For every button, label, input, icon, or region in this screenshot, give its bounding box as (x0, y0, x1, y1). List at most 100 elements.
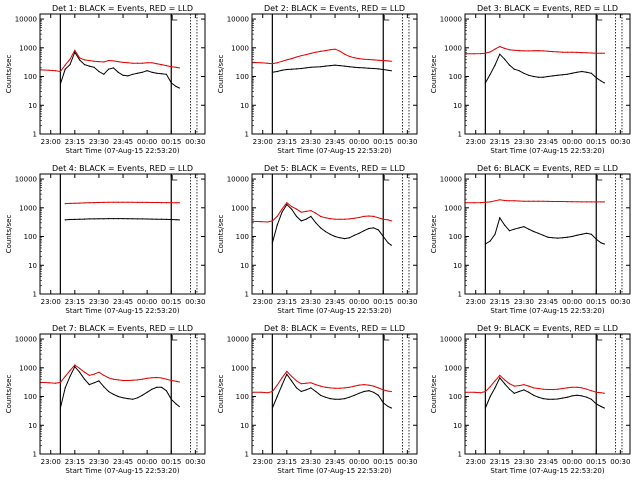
data-point (552, 388, 554, 391)
x-tick-label: 23:30 (514, 458, 534, 466)
data-point (151, 201, 153, 204)
data-point (518, 70, 520, 72)
data-point (557, 200, 559, 203)
x-axis-label: Start Time (07-Aug-15 22:53:20) (277, 467, 391, 475)
data-point (363, 384, 365, 386)
data-point (156, 201, 158, 204)
data-point (291, 380, 293, 382)
data-point (600, 392, 602, 394)
data-point (59, 381, 62, 383)
data-point (523, 72, 525, 74)
data-point (547, 388, 549, 391)
data-point (547, 75, 549, 78)
data-point (586, 201, 588, 203)
data-point (93, 60, 95, 62)
data-point (547, 200, 549, 202)
data-point (324, 50, 326, 52)
data-point (528, 391, 530, 393)
panel-title: Det 5: BLACK = Events, RED = LLD (264, 164, 405, 173)
data-point (348, 396, 351, 398)
x-tick-label: 23:00 (253, 138, 273, 146)
data-point (127, 62, 129, 64)
data-point (473, 53, 475, 55)
data-point (48, 69, 50, 71)
data-point (175, 202, 177, 204)
data-point (377, 59, 379, 61)
data-point (108, 59, 110, 62)
data-point (489, 73, 491, 75)
data-point (165, 65, 167, 67)
data-point (320, 385, 322, 387)
data-point (93, 66, 95, 68)
data-point (83, 218, 86, 220)
data-point (576, 234, 578, 236)
data-point (151, 62, 153, 64)
data-point (590, 201, 593, 203)
data-point (108, 390, 110, 393)
y-axis-label: Counts/sec (217, 215, 225, 254)
x-tick-label: 23:45 (325, 298, 345, 306)
marker-flag (596, 15, 603, 21)
data-point (305, 67, 307, 69)
data-point (353, 66, 355, 68)
data-point (561, 237, 564, 239)
data-point (518, 200, 520, 202)
events-series-line (271, 203, 392, 246)
data-point (286, 59, 288, 61)
data-point (561, 397, 564, 399)
data-point (542, 76, 544, 78)
data-point (368, 215, 370, 217)
x-tick-label: 23:00 (253, 458, 273, 466)
data-point (156, 218, 158, 220)
data-point (170, 202, 172, 204)
x-tick-label: 23:30 (514, 138, 534, 146)
data-point (387, 69, 389, 71)
panel-title: Det 2: BLACK = Events, RED = LLD (264, 4, 405, 13)
data-point (98, 201, 100, 204)
lld-series-line (253, 370, 392, 394)
data-point (382, 235, 384, 238)
data-point (489, 395, 491, 398)
x-tick-label: 00:15 (161, 298, 181, 306)
x-tick-label: 00:00 (137, 458, 157, 466)
data-point (146, 218, 148, 220)
events-series-line (59, 51, 180, 89)
data-point (571, 51, 573, 53)
data-point (300, 211, 302, 213)
x-tick-label: 23:15 (277, 298, 297, 306)
data-point (260, 391, 262, 393)
data-point (146, 201, 148, 203)
data-point (537, 50, 540, 52)
data-point (175, 66, 177, 68)
data-point (586, 396, 588, 398)
data-point (387, 219, 389, 221)
panel-title: Det 7: BLACK = Events, RED = LLD (52, 324, 193, 333)
data-point (175, 85, 177, 88)
data-point (329, 387, 331, 389)
data-point (122, 61, 124, 64)
data-point (88, 218, 90, 220)
data-point (252, 220, 254, 222)
data-point (170, 218, 172, 221)
data-point (324, 217, 326, 219)
data-point (165, 390, 167, 392)
data-point (117, 71, 119, 73)
data-point (300, 383, 302, 385)
data-point (276, 215, 278, 217)
y-tick-label: 100 (449, 73, 462, 81)
data-point (156, 386, 158, 388)
data-point (603, 201, 605, 203)
data-point (151, 71, 153, 73)
data-point (178, 67, 180, 69)
data-point (494, 233, 496, 235)
lld-series-line (466, 374, 605, 394)
data-point (103, 374, 105, 376)
data-point (499, 374, 501, 376)
data-point (566, 201, 568, 203)
data-point (281, 377, 283, 379)
data-point (103, 73, 105, 75)
y-tick-label: 10 (28, 422, 37, 430)
data-point (504, 58, 506, 60)
marker-flag (383, 335, 390, 341)
